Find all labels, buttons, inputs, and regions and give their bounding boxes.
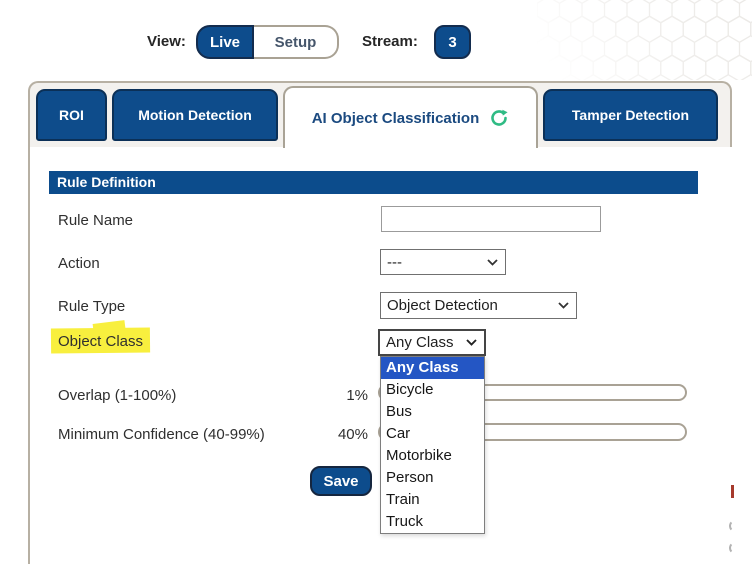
save-button-label: Save: [323, 472, 359, 490]
chevron-down-icon: [487, 258, 498, 266]
cutoff-circle-fragment: [729, 520, 741, 532]
dropdown-option-train[interactable]: Train: [386, 491, 420, 508]
view-toggle: Live Setup: [196, 25, 339, 59]
cutoff-circle-fragment: [729, 542, 741, 554]
action-select[interactable]: ---: [380, 249, 506, 275]
tab-ai-object-classification-label: AI Object Classification: [311, 109, 480, 127]
tab-roi[interactable]: ROI: [36, 89, 107, 141]
rule-type-label: Rule Type: [58, 298, 126, 315]
object-class-select-value: Any Class: [386, 334, 454, 351]
object-class-dropdown-list: Any Class Bicycle Bus Car Motorbike Pers…: [380, 356, 485, 534]
overlap-value: 1%: [346, 387, 368, 404]
rule-definition-title: Rule Definition: [57, 174, 156, 190]
dropdown-option-motorbike[interactable]: Motorbike: [386, 447, 452, 464]
view-label: View:: [147, 33, 186, 50]
object-class-select[interactable]: Any Class: [378, 329, 486, 356]
cutoff-red-text-fragment: [731, 485, 734, 498]
live-button[interactable]: Live: [196, 25, 254, 59]
chevron-down-icon: [558, 302, 569, 309]
dropdown-option-car[interactable]: Car: [386, 425, 411, 442]
rule-type-select-value: Object Detection: [387, 297, 498, 314]
stream-label: Stream:: [362, 33, 418, 50]
action-select-value: ---: [387, 253, 402, 271]
tab-roi-label: ROI: [59, 107, 84, 123]
hexagon-fade-overlay: [537, 0, 752, 80]
rule-definition-header: Rule Definition: [49, 171, 698, 194]
dropdown-option-truck[interactable]: Truck: [386, 513, 423, 530]
chevron-down-icon: [466, 339, 477, 346]
tab-motion-detection-label: Motion Detection: [138, 107, 252, 123]
minimum-confidence-label: Minimum Confidence (40-99%): [58, 426, 265, 443]
minimum-confidence-value: 40%: [337, 426, 368, 443]
overlap-label: Overlap (1-100%): [58, 387, 177, 404]
rule-name-label: Rule Name: [58, 212, 134, 229]
setup-button[interactable]: Setup: [254, 25, 339, 59]
refresh-icon[interactable]: [489, 108, 509, 128]
rule-name-input[interactable]: [381, 206, 601, 232]
tab-tamper-detection-label: Tamper Detection: [571, 107, 690, 123]
panel-left-border: [28, 145, 30, 564]
dropdown-option-bus[interactable]: Bus: [386, 403, 412, 420]
object-class-label: Object Class: [58, 333, 144, 350]
tab-tamper-detection[interactable]: Tamper Detection: [543, 89, 718, 141]
tab-motion-detection[interactable]: Motion Detection: [112, 89, 278, 141]
tab-ai-object-classification[interactable]: AI Object Classification: [283, 86, 538, 148]
stream-button[interactable]: 3: [434, 25, 471, 59]
dropdown-option-bicycle[interactable]: Bicycle: [386, 381, 434, 398]
dropdown-option-person[interactable]: Person: [386, 469, 434, 486]
live-button-label: Live: [209, 33, 240, 51]
setup-button-label: Setup: [274, 33, 317, 51]
action-label: Action: [58, 255, 100, 272]
save-button[interactable]: Save: [310, 466, 372, 496]
stream-button-value: 3: [448, 33, 457, 51]
dropdown-option-any-class[interactable]: Any Class: [381, 357, 484, 379]
rule-type-select[interactable]: Object Detection: [380, 292, 577, 319]
